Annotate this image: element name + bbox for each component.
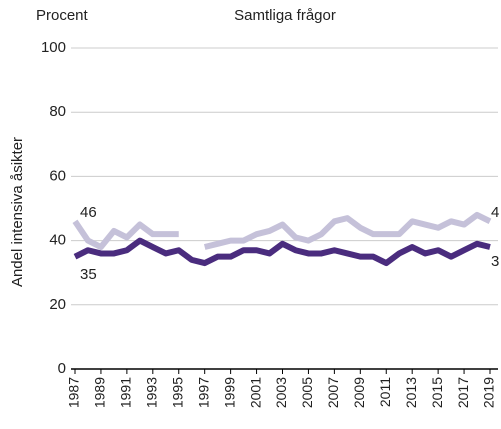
- x-tick-label: 1989: [92, 377, 108, 408]
- annotation: 35: [80, 266, 97, 283]
- x-tick-label: 2007: [325, 377, 341, 408]
- x-tick-label: 1995: [169, 377, 185, 408]
- y-tick-label: 0: [58, 360, 66, 377]
- annotation: 46: [80, 204, 97, 221]
- annotation: 3: [491, 253, 499, 270]
- chart-title: Samtliga frågor: [234, 7, 336, 24]
- x-tick-label: 2001: [247, 377, 263, 408]
- x-tick-label: 1999: [221, 377, 237, 408]
- x-tick-label: 1991: [118, 377, 134, 408]
- x-tick-label: 2013: [403, 377, 419, 408]
- x-tick-label: 1993: [144, 377, 160, 408]
- series-line: [73, 237, 491, 267]
- unit-label: Procent: [36, 7, 89, 24]
- x-tick-label: 2011: [377, 377, 393, 407]
- x-tick-label: 2005: [299, 377, 315, 408]
- y-axis-label: Andel intensiva åsikter: [9, 137, 26, 287]
- x-tick-label: 2019: [481, 377, 497, 408]
- series-line: [72, 219, 179, 251]
- x-tick-label: 1997: [195, 377, 211, 408]
- y-tick-label: 40: [49, 232, 66, 249]
- x-tick-label: 2015: [429, 377, 445, 408]
- annotation: 4: [491, 204, 499, 221]
- y-tick-label: 60: [49, 167, 66, 184]
- x-tick-label: 2009: [351, 377, 367, 408]
- x-tick-label: 1987: [66, 377, 82, 408]
- y-tick-label: 100: [41, 39, 66, 56]
- series-line: [203, 211, 492, 250]
- x-tick-label: 2003: [273, 377, 289, 408]
- x-tick-label: 2017: [455, 377, 471, 408]
- y-tick-label: 20: [49, 296, 66, 313]
- y-tick-label: 80: [49, 103, 66, 120]
